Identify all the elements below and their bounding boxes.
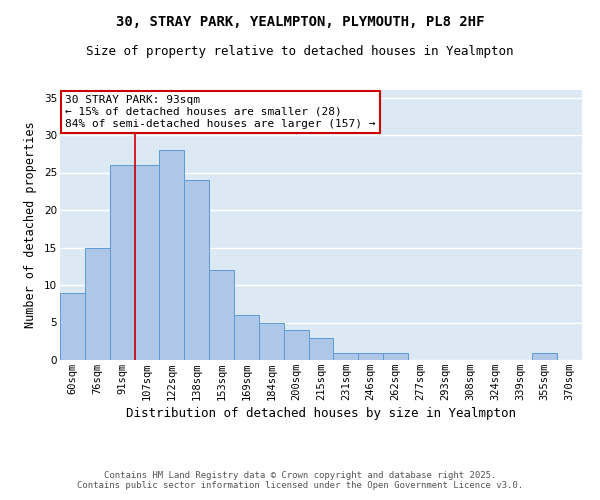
Bar: [308, 338, 334, 360]
X-axis label: Distribution of detached houses by size in Yealmpton: Distribution of detached houses by size …: [126, 407, 516, 420]
Y-axis label: Number of detached properties: Number of detached properties: [24, 122, 37, 328]
Bar: [184, 180, 209, 360]
Bar: [532, 352, 557, 360]
Bar: [284, 330, 308, 360]
Bar: [358, 352, 383, 360]
Bar: [160, 150, 184, 360]
Bar: [234, 315, 259, 360]
Bar: [110, 165, 134, 360]
Bar: [209, 270, 234, 360]
Bar: [334, 352, 358, 360]
Bar: [85, 248, 110, 360]
Bar: [383, 352, 408, 360]
Bar: [134, 165, 160, 360]
Text: 30 STRAY PARK: 93sqm
← 15% of detached houses are smaller (28)
84% of semi-detac: 30 STRAY PARK: 93sqm ← 15% of detached h…: [65, 96, 376, 128]
Bar: [259, 322, 284, 360]
Text: Contains HM Land Registry data © Crown copyright and database right 2025.
Contai: Contains HM Land Registry data © Crown c…: [77, 470, 523, 490]
Text: 30, STRAY PARK, YEALMPTON, PLYMOUTH, PL8 2HF: 30, STRAY PARK, YEALMPTON, PLYMOUTH, PL8…: [116, 15, 484, 29]
Bar: [60, 292, 85, 360]
Text: Size of property relative to detached houses in Yealmpton: Size of property relative to detached ho…: [86, 45, 514, 58]
